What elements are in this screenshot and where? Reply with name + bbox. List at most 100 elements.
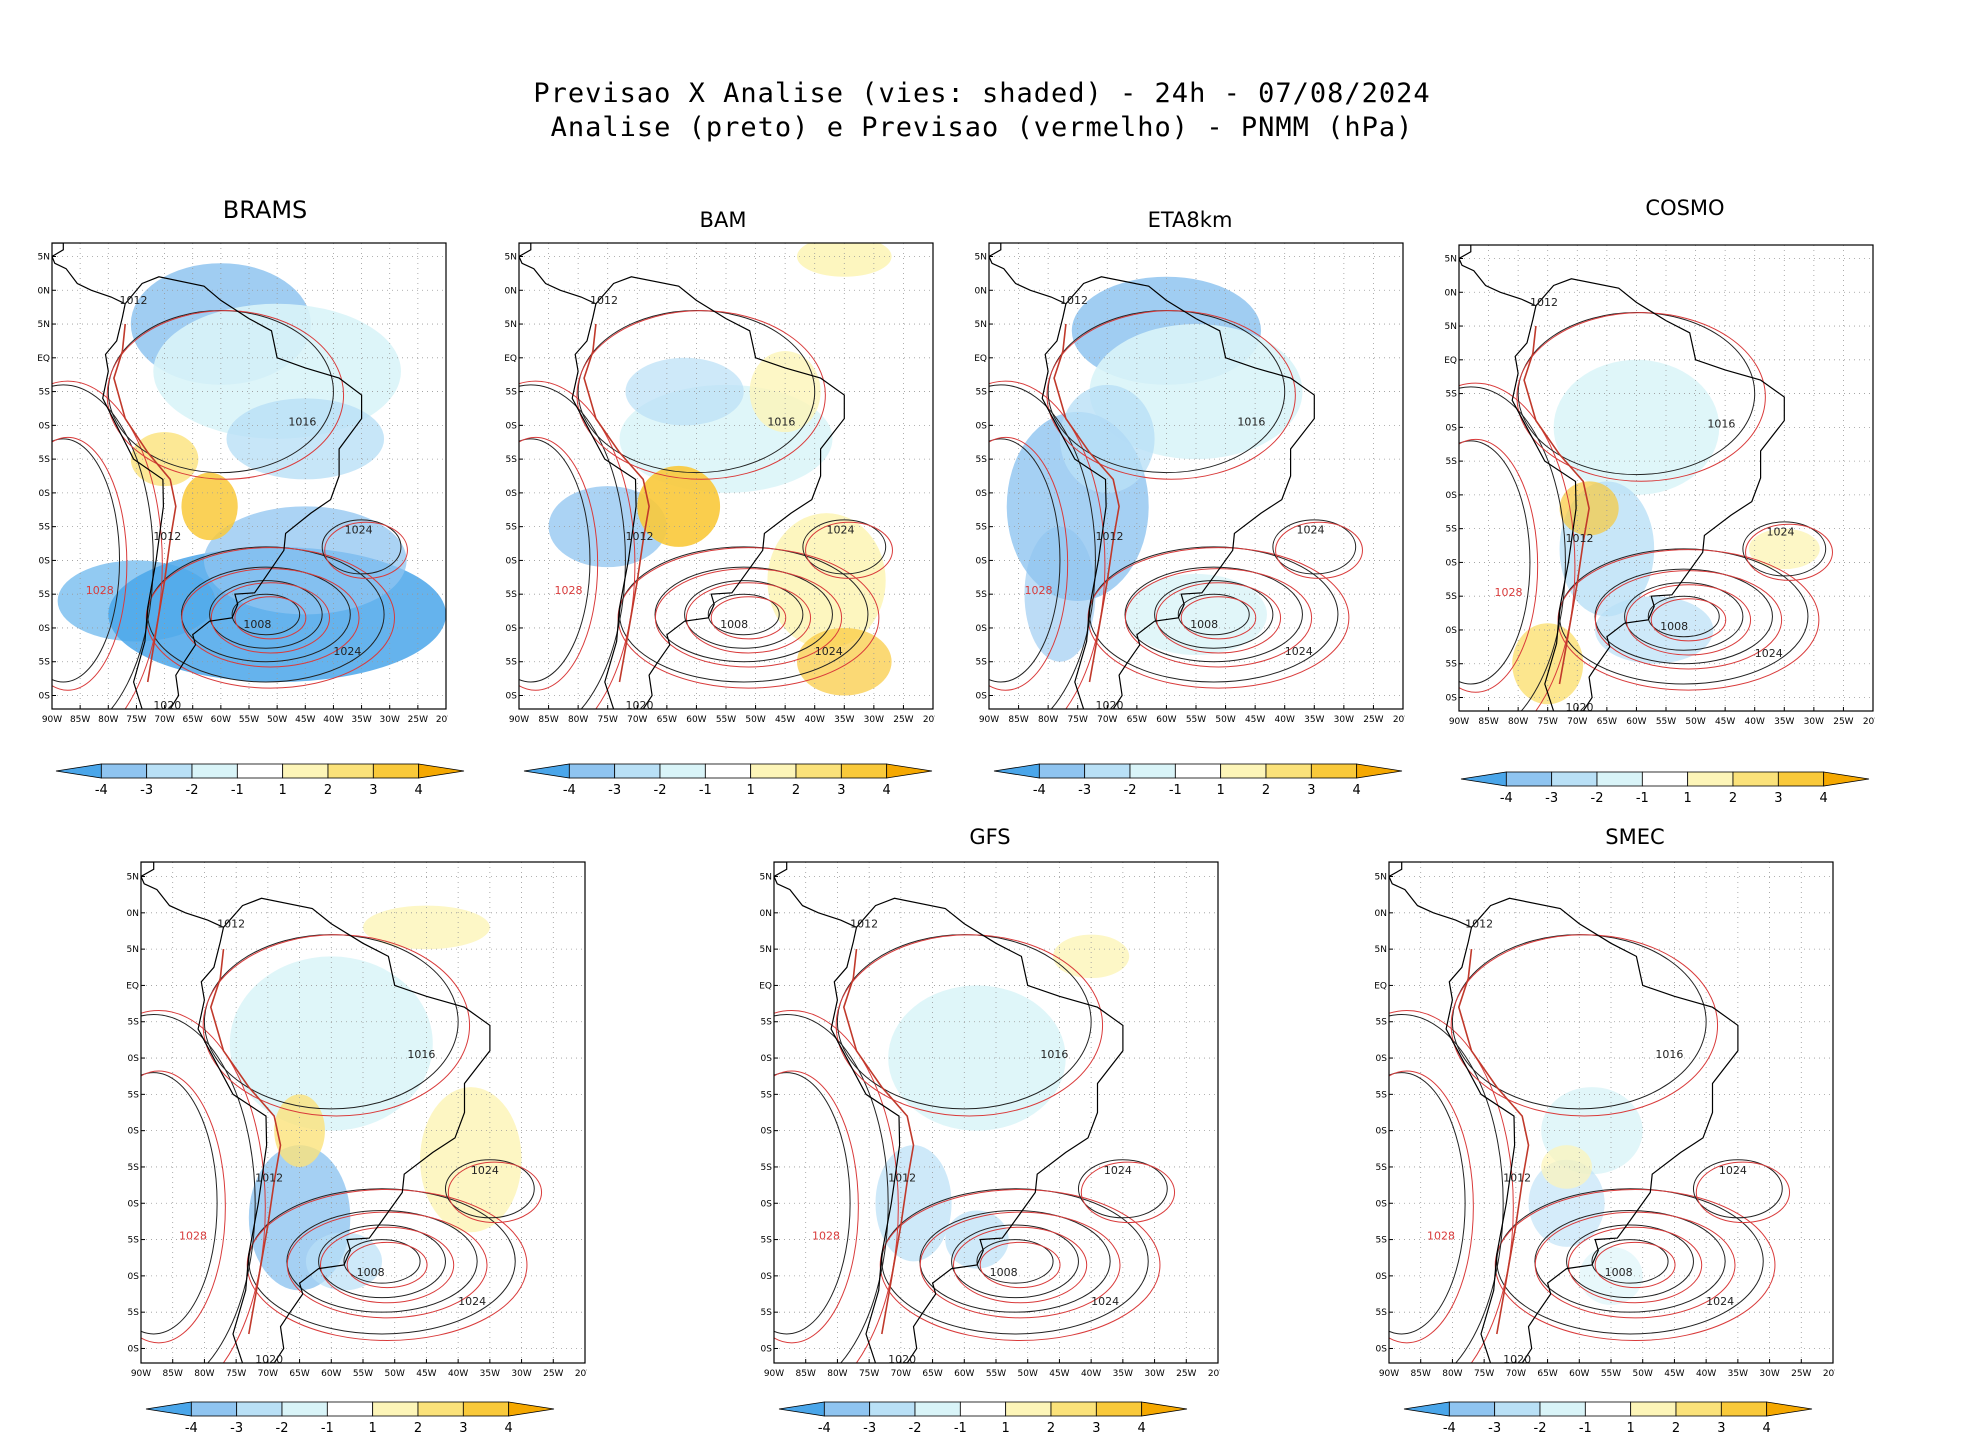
lon-tick-label: 40W bbox=[323, 715, 343, 725]
colorbar-eta8km: -4 -3 -2 -1 1 2 3 4 bbox=[988, 760, 1408, 810]
lat-tick-label: 15N bbox=[760, 873, 772, 883]
lat-tick-label: 40S bbox=[975, 624, 987, 634]
colorbar-label: 4 bbox=[1138, 1421, 1146, 1436]
isobar-label: 1020 bbox=[888, 1353, 916, 1366]
colorbar-swatch bbox=[886, 763, 933, 779]
colorbar-swatch bbox=[1129, 763, 1176, 779]
forecast-isobar bbox=[979, 1241, 1061, 1289]
lon-tick-label: 25W bbox=[543, 1369, 563, 1379]
colorbar-swatch bbox=[100, 763, 148, 779]
lon-tick-label: 55W bbox=[353, 1369, 373, 1379]
isobar-label: 1008 bbox=[990, 1266, 1018, 1279]
lat-tick-label: 25S bbox=[760, 1163, 772, 1173]
forecast-isobar bbox=[1534, 1211, 1736, 1319]
isobar-label: 1020 bbox=[255, 1353, 283, 1366]
isobar-label: 1024 bbox=[345, 523, 373, 536]
isobar-label: 1024 bbox=[1104, 1164, 1132, 1177]
colorbar-swatch bbox=[236, 763, 284, 779]
lon-tick-label: 35W bbox=[351, 715, 371, 725]
lon-tick-label: 70W bbox=[1506, 1369, 1526, 1379]
colorbar-label: 2 bbox=[1262, 783, 1270, 798]
lon-tick-label: 60W bbox=[1156, 715, 1176, 725]
colorbar-label: -4 bbox=[1443, 1421, 1456, 1436]
forecast-isobar bbox=[835, 934, 1104, 1117]
lat-tick-label: 20S bbox=[1375, 1127, 1387, 1137]
isobar-label: 1020 bbox=[1503, 1353, 1531, 1366]
isobar-label: 1012 bbox=[888, 1171, 916, 1184]
colorbar-label: 3 bbox=[1717, 1421, 1725, 1436]
lon-tick-label: 30W bbox=[864, 715, 884, 725]
lon-tick-label: 35W bbox=[834, 715, 854, 725]
colorbar-swatch bbox=[55, 763, 102, 779]
lat-tick-label: EQ bbox=[975, 354, 987, 364]
lon-tick-label: 60W bbox=[1626, 717, 1646, 727]
colorbar-swatch bbox=[191, 763, 238, 779]
colorbar-swatch bbox=[1732, 771, 1779, 787]
colorbar-label: 3 bbox=[1092, 1421, 1100, 1436]
lat-tick-label: EQ bbox=[38, 354, 50, 364]
colorbar-swatch bbox=[326, 1401, 374, 1417]
lon-tick-label: 90W bbox=[979, 715, 999, 725]
lat-tick-label: 10S bbox=[505, 421, 517, 431]
colorbar-swatch bbox=[1460, 771, 1507, 787]
lon-tick-label: 60W bbox=[1569, 1369, 1589, 1379]
colorbar-label: -1 bbox=[231, 783, 244, 798]
lat-tick-label: 10N bbox=[975, 286, 987, 296]
lat-tick-label: 10N bbox=[38, 286, 50, 296]
analysis-isobar bbox=[774, 1014, 889, 1363]
lat-tick-label: 15S bbox=[505, 455, 517, 465]
forecast-isobar bbox=[1275, 521, 1363, 579]
colorbar-label: 1 bbox=[1002, 1421, 1010, 1436]
colorbar-swatch bbox=[1630, 1401, 1677, 1417]
analysis-isobar bbox=[1154, 580, 1274, 649]
lat-tick-label: 45S bbox=[1375, 1308, 1387, 1318]
lon-tick-label: 75W bbox=[126, 715, 146, 725]
analysis-isobar bbox=[1692, 1159, 1783, 1219]
lon-tick-label: 80W bbox=[98, 715, 118, 725]
lat-tick-label: 5N bbox=[760, 945, 772, 955]
lon-tick-label: 60W bbox=[686, 715, 706, 725]
analysis-isobar bbox=[52, 384, 154, 709]
lat-tick-label: 20S bbox=[975, 489, 987, 499]
isobar-label: 1012 bbox=[1565, 532, 1593, 545]
lon-tick-label: 60W bbox=[211, 715, 231, 725]
isobar-label: 1024 bbox=[1767, 525, 1795, 538]
forecast-isobar bbox=[1053, 323, 1120, 683]
coastline bbox=[519, 243, 597, 305]
analysis-isobar bbox=[989, 438, 1061, 683]
colorbar-label: -3 bbox=[230, 1421, 243, 1436]
lon-tick-label: 40W bbox=[448, 1369, 468, 1379]
lat-tick-label: 5N bbox=[505, 320, 517, 330]
colorbar-swatch bbox=[1310, 763, 1358, 779]
isobar-label: 1024 bbox=[458, 1295, 486, 1308]
lat-tick-label: 35S bbox=[127, 1236, 139, 1246]
colorbar-label: 4 bbox=[415, 783, 423, 798]
map-panel-unnamed: 1008 1012 1016 1020 1024 1028 1012 1024 15N 10N 5N… bbox=[127, 860, 587, 1385]
lon-tick-label: 45W bbox=[1049, 1369, 1069, 1379]
lat-tick-label: 40S bbox=[127, 1272, 139, 1282]
forecast-isobar bbox=[1745, 523, 1833, 581]
lat-tick-label: 5S bbox=[506, 388, 518, 398]
lat-tick-label: 15N bbox=[1445, 255, 1457, 265]
lat-tick-label: 5S bbox=[976, 388, 988, 398]
lon-tick-label: 65W bbox=[657, 715, 677, 725]
lon-tick-label: 55W bbox=[1186, 715, 1206, 725]
lon-tick-label: 20W bbox=[1393, 715, 1405, 725]
isobar-label: 1028 bbox=[1427, 1230, 1455, 1243]
isobar-label: 1012 bbox=[1503, 1171, 1531, 1184]
coastline bbox=[830, 897, 1124, 1363]
lon-tick-label: 50W bbox=[1215, 715, 1235, 725]
lon-tick-label: 90W bbox=[509, 715, 529, 725]
colorbar-swatch bbox=[1050, 1401, 1097, 1417]
lat-tick-label: 30S bbox=[1375, 1199, 1387, 1209]
analysis-isobar bbox=[444, 1159, 535, 1219]
coastline bbox=[1459, 245, 1537, 307]
forecast-isobar bbox=[1124, 568, 1313, 668]
lon-tick-label: 20W bbox=[1208, 1369, 1220, 1379]
analysis-isobar bbox=[1389, 1072, 1466, 1335]
lat-tick-label: 15S bbox=[38, 455, 50, 465]
lat-tick-label: 50S bbox=[505, 691, 517, 701]
panel-title-brams: BRAMS bbox=[222, 196, 308, 224]
forecast-isobar bbox=[106, 310, 345, 480]
lon-tick-label: 90W bbox=[1379, 1369, 1399, 1379]
